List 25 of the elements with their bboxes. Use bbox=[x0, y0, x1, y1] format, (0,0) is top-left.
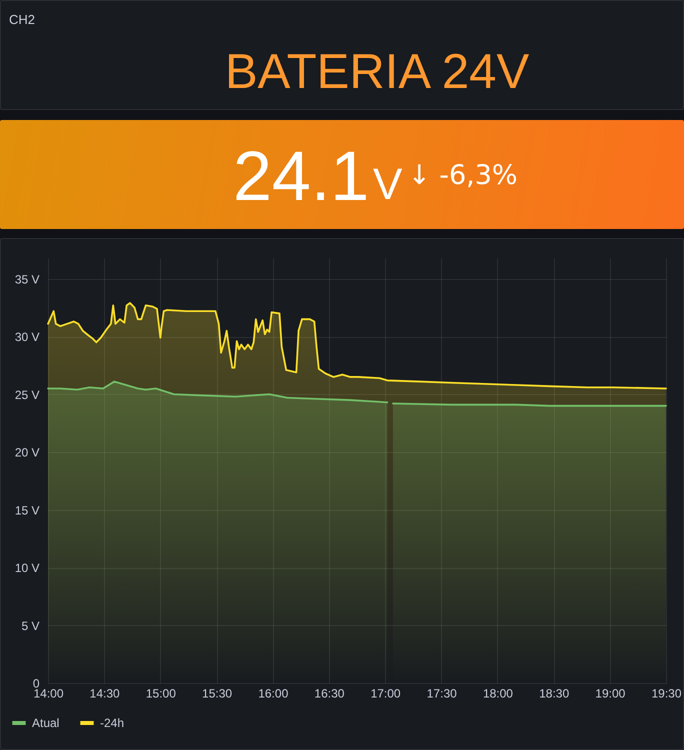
x-tick-label: 16:30 bbox=[314, 686, 345, 700]
x-tick-label: 15:30 bbox=[202, 686, 232, 700]
y-tick-label: 20 V bbox=[14, 446, 40, 460]
text: 24.1 bbox=[233, 137, 370, 215]
y-tick-label: 10 V bbox=[14, 561, 40, 576]
text: ↓ -6,3% bbox=[408, 160, 518, 191]
x-tick-label: 17:00 bbox=[370, 686, 401, 700]
legend-label: Atual bbox=[32, 716, 60, 730]
text: V bbox=[373, 160, 402, 209]
x-tick-label: 14:30 bbox=[90, 686, 120, 700]
y-tick-label: 30 V bbox=[14, 330, 40, 344]
x-tick-label: 18:00 bbox=[482, 686, 514, 700]
x-tick-label: 19:00 bbox=[595, 686, 626, 700]
x-tick-label: 18:30 bbox=[539, 686, 570, 700]
x-tick-label: 15:00 bbox=[146, 686, 176, 700]
text: CH2 bbox=[9, 12, 36, 27]
y-tick-label: 35 V bbox=[14, 272, 40, 286]
y-tick-label: 5 V bbox=[21, 618, 40, 633]
y-tick-label: 25 V bbox=[14, 388, 40, 402]
x-tick-label: 19:30 bbox=[651, 686, 682, 700]
y-tick-label: 15 V bbox=[14, 503, 40, 518]
x-tick-label: 16:00 bbox=[258, 686, 289, 700]
text: BATERIA 24V bbox=[225, 45, 530, 99]
x-tick-label: 17:30 bbox=[426, 686, 458, 700]
legend-label: -24h bbox=[100, 716, 124, 730]
